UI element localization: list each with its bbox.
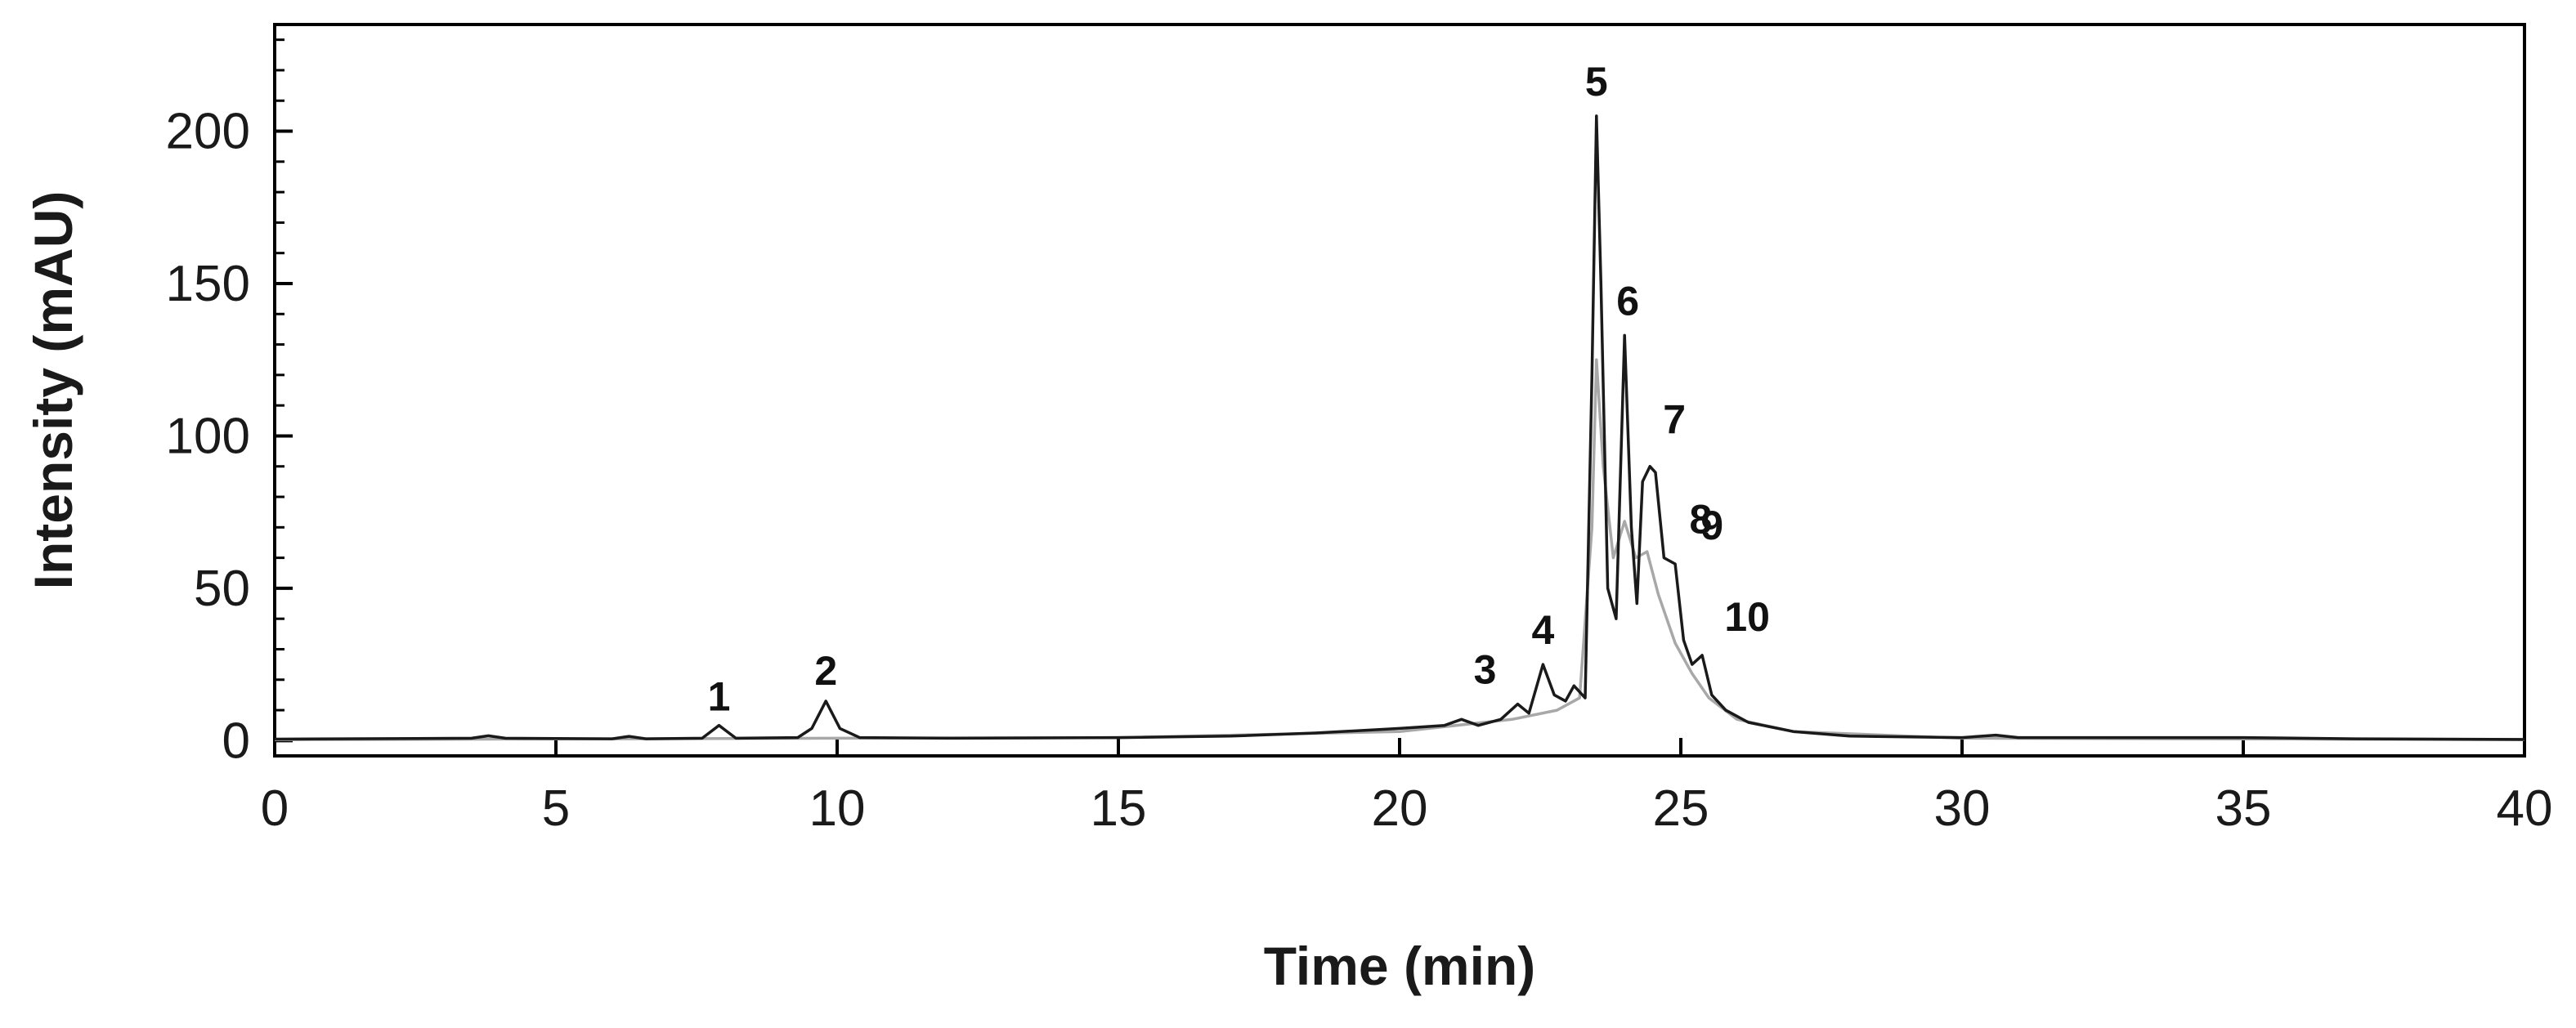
y-axis-ticks: 0 50 100 150 200 xyxy=(166,104,293,769)
plot-frame xyxy=(273,23,2526,758)
peak-label: 2 xyxy=(814,648,837,694)
y-minor-ticks xyxy=(275,38,284,712)
x-tick-label: 30 xyxy=(1934,780,1991,837)
peak-label: 5 xyxy=(1585,59,1608,105)
x-tick-label: 5 xyxy=(542,780,570,837)
peak-label: 9 xyxy=(1700,503,1723,548)
peak-label: 3 xyxy=(1474,647,1497,693)
x-tick-label: 15 xyxy=(1091,780,1147,837)
peak-label: 6 xyxy=(1616,278,1639,324)
x-tick-label: 10 xyxy=(809,780,866,837)
x-axis-title: Time (min) xyxy=(1264,936,1535,996)
peak-label: 10 xyxy=(1724,594,1770,640)
peak-label: 1 xyxy=(708,674,731,720)
x-tick-label: 25 xyxy=(1653,780,1709,837)
x-axis-ticks: 0 5 10 15 20 25 30 35 40 xyxy=(261,738,2553,837)
trace-secondary xyxy=(274,358,2525,741)
peak-label: 7 xyxy=(1663,397,1686,443)
x-tick-label: 20 xyxy=(1372,780,1428,837)
peak-label: 8 xyxy=(1689,497,1712,543)
y-tick-label: 50 xyxy=(194,561,250,617)
x-tick-label: 35 xyxy=(2215,780,2272,837)
y-tick-label: 200 xyxy=(166,104,250,160)
y-tick-label: 100 xyxy=(166,408,250,464)
y-axis-title: Intensity (mAU) xyxy=(23,191,83,590)
y-tick-label: 150 xyxy=(166,256,250,312)
y-tick-label: 0 xyxy=(222,713,250,769)
traces xyxy=(274,114,2525,741)
peak-label: 4 xyxy=(1532,607,1555,653)
trace-main xyxy=(274,114,2525,741)
peak-annotations: 1 2 34 5 6 7 89 10 xyxy=(708,59,1770,720)
x-tick-label: 40 xyxy=(2497,780,2553,837)
x-tick-label: 0 xyxy=(261,780,289,837)
